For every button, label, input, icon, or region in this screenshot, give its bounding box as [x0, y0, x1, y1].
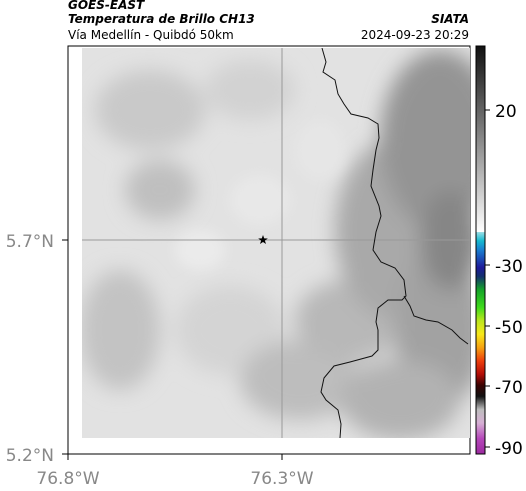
border-line — [320, 48, 407, 438]
border-line-east — [403, 295, 469, 345]
colorbar-tick-label: -30 — [495, 257, 523, 277]
lat-tick-label: 5.7°N — [6, 232, 54, 252]
lon-tick-label: 76.3°W — [250, 469, 313, 489]
agency-label: SIATA — [431, 12, 469, 26]
colorbar: 20 -30 -50 -70 -90 — [475, 45, 523, 459]
lon-tick-label: 76.8°W — [36, 469, 99, 489]
satellite-title: GOES-EAST — [68, 0, 145, 12]
colorbar-tick-label: -70 — [495, 378, 523, 398]
lat-tick-label: 5.2°N — [6, 446, 54, 466]
star-icon — [258, 235, 268, 244]
colorbar-tick-label: 20 — [495, 102, 517, 122]
brightness-temperature-field — [82, 48, 470, 438]
colorbar-tick-label: -50 — [495, 318, 523, 338]
datetime-label: 2024-09-23 20:29 — [360, 28, 469, 42]
product-title: Temperatura de Brillo CH13 — [68, 12, 255, 26]
colorbar-tick-label: -90 — [495, 439, 523, 459]
region-label: Vía Medellín - Quibdó 50km — [68, 28, 234, 42]
